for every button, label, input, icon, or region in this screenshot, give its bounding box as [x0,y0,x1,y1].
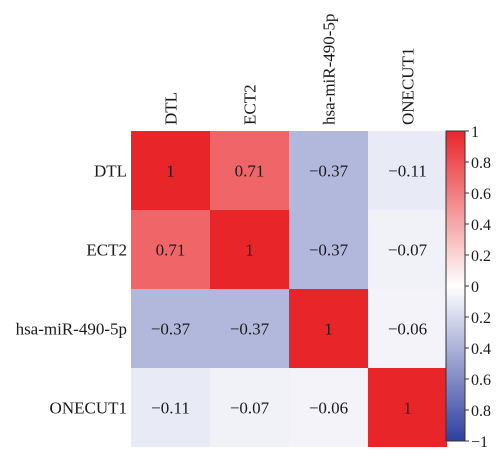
heatmap-cell-labels: 1 0.71 −0.37 −0.11 0.71 1 −0.37 −0.07 −0.37 −0.37… [151,162,428,418]
column-label: hsa-miR-490-5p [320,14,339,125]
colorbar-tick-label: 1 [471,124,479,141]
column-label: ECT2 [241,84,260,125]
column-label: DTL [162,92,181,125]
colorbar-tick-label: 0.4 [471,217,491,234]
cell-value-label: −0.07 [388,241,428,260]
heatmap-cell [368,289,447,368]
colorbar-tick-label: −1 [471,434,488,451]
row-labels: DTL ECT2 hsa-miR-490-5p ONECUT1 [16,162,127,418]
cell-value-label: −0.06 [309,399,348,418]
row-label: DTL [94,162,127,181]
row-label: ONECUT1 [50,399,127,418]
cell-value-label: −0.37 [151,320,191,339]
colorbar-tick-label: 0.8 [471,403,491,420]
heatmap-cell [210,289,289,368]
heatmap-cell [131,368,210,447]
cell-value-label: 1 [324,320,333,339]
colorbar-tick-label: 0.2 [471,248,491,265]
heatmap-cell [289,289,368,368]
cell-value-label: −0.37 [309,241,349,260]
row-label: hsa-miR-490-5p [16,320,127,339]
heatmap-cell [289,131,368,210]
heatmap-cell [368,210,447,289]
heatmap-cell [210,368,289,447]
heatmap-cell [368,131,447,210]
column-label: ONECUT1 [399,48,418,125]
heatmap-cell [210,210,289,289]
cell-value-label: −0.07 [230,399,270,418]
cell-value-label: 1 [166,162,175,181]
colorbar-tick-label: 0.8 [471,155,491,172]
heatmap-cells [131,131,447,447]
colorbar: 1 0.8 0.6 0.4 0.2 0 0.2 0.4 0.6 0.8 −1 [445,124,491,451]
cell-value-label: −0.11 [388,162,427,181]
colorbar-tick-label: 0.6 [471,372,491,389]
cell-value-label: 0.71 [156,241,186,260]
colorbar-tick-label: 0.4 [471,341,491,358]
heatmap-cell [289,368,368,447]
colorbar-tick-label: 0.6 [471,186,491,203]
heatmap-cell [131,289,210,368]
column-labels: DTL ECT2 hsa-miR-490-5p ONECUT1 [162,14,418,125]
heatmap-cell [289,210,368,289]
colorbar-gradient [445,130,466,442]
cell-value-label: −0.37 [230,320,270,339]
row-label: ECT2 [86,241,127,260]
cell-value-label: 0.71 [235,162,265,181]
cell-value-label: −0.11 [151,399,190,418]
cell-value-label: 1 [245,241,254,260]
cell-value-label: 1 [403,399,412,418]
colorbar-tick-label: 0.2 [471,310,491,327]
heatmap-cell [131,131,210,210]
heatmap-cell [131,210,210,289]
cell-value-label: −0.37 [309,162,349,181]
heatmap-cell [368,368,447,447]
colorbar-tick-label: 0 [471,279,479,296]
cell-value-label: −0.06 [388,320,427,339]
heatmap-cell [210,131,289,210]
